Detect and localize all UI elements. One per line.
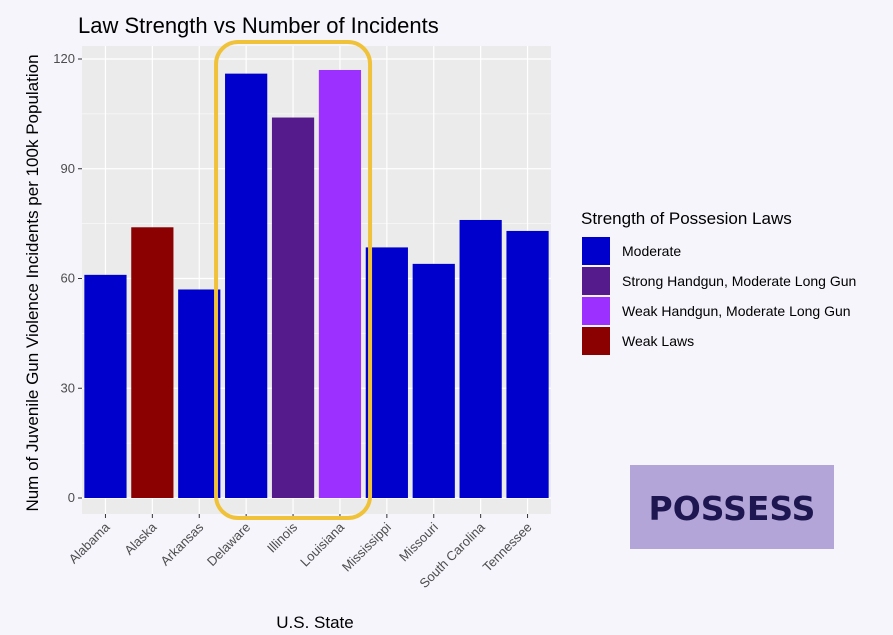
x-tick-label: Mississippi (339, 519, 394, 574)
legend-label: Weak Laws (622, 333, 694, 349)
bar-alabama (84, 274, 127, 498)
badge-label: POSSESS (649, 489, 816, 528)
x-tick-label: Alabama (66, 519, 113, 566)
badge-background (630, 465, 834, 549)
legend-label: Weak Handgun, Moderate Long Gun (622, 303, 851, 319)
legend-swatch (582, 267, 610, 295)
bars (84, 69, 549, 499)
bar-arkansas (178, 289, 221, 498)
x-tick-label: Alaska (121, 519, 160, 558)
bar-alaska (131, 227, 174, 499)
x-tick-label: Arkansas (157, 519, 206, 568)
y-tick-label: 30 (61, 380, 75, 395)
legend-label: Strong Handgun, Moderate Long Gun (622, 273, 856, 289)
x-tick-label: Missouri (396, 519, 441, 564)
bar-mississippi (365, 247, 408, 498)
y-axis-title: Num of Juvenile Gun Violence Incidents p… (23, 54, 42, 511)
legend-label: Moderate (622, 243, 681, 259)
x-tick-label: Illinois (264, 519, 301, 556)
legend-swatch (582, 327, 610, 355)
x-tick-label: Delaware (204, 520, 253, 569)
y-axis: 0 30 60 90 120 (53, 51, 82, 505)
bar-missouri (412, 263, 455, 498)
y-tick-label: 120 (53, 51, 75, 66)
bar-illinois (271, 117, 315, 499)
possess-badge: POSSESS (630, 465, 834, 549)
bar-louisiana (318, 69, 362, 498)
x-tick-label: Tennessee (480, 520, 535, 575)
legend-title: Strength of Possesion Laws (581, 209, 792, 228)
legend-swatch (582, 297, 610, 325)
chart-title: Law Strength vs Number of Incidents (78, 13, 439, 38)
y-tick-label: 90 (61, 161, 75, 176)
y-tick-label: 60 (61, 271, 75, 286)
bar-delaware (225, 73, 268, 498)
legend-swatch (582, 237, 610, 265)
bar-south-carolina (459, 219, 502, 498)
legend: Strength of Possesion Laws Moderate Stron… (581, 209, 856, 355)
x-axis-title: U.S. State (276, 613, 353, 632)
bar-tennessee (506, 230, 549, 499)
highlight-box (214, 40, 373, 520)
y-tick-label: 0 (68, 490, 75, 505)
